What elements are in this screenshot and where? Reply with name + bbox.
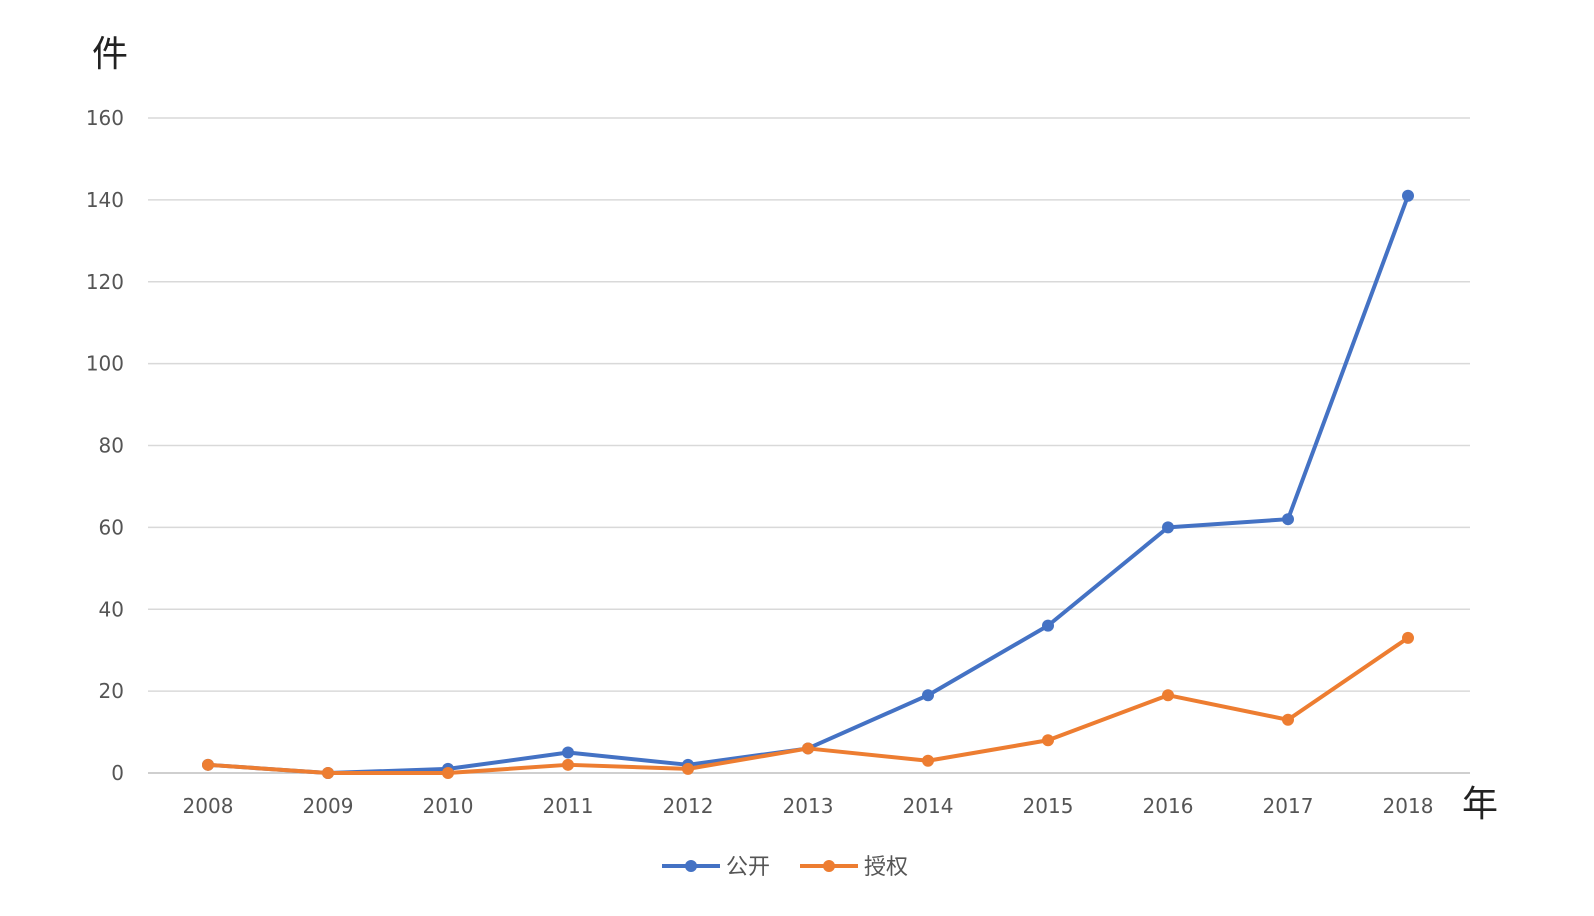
legend-marker-series-0: [685, 860, 697, 872]
x-tick-label: 2014: [903, 794, 954, 818]
data-point: [1162, 689, 1174, 702]
x-tick-label: 2015: [1023, 794, 1074, 818]
x-tick-label: 2008: [183, 794, 234, 818]
data-point: [322, 767, 334, 779]
legend-item-series-1: 授权: [800, 855, 908, 880]
data-point: [1402, 189, 1414, 202]
x-tick-label: 2018: [1383, 794, 1434, 818]
data-point: [922, 689, 934, 702]
x-tick-label: 2012: [663, 794, 714, 818]
y-tick-label: 140: [86, 188, 124, 212]
data-point: [922, 754, 934, 767]
data-point: [442, 767, 454, 779]
data-point: [562, 746, 574, 759]
data-point: [202, 758, 214, 771]
y-tick-label: 160: [86, 106, 124, 130]
data-point: [1282, 513, 1294, 526]
x-axis-unit-label: 年: [1462, 784, 1498, 825]
x-tick-label: 2016: [1143, 794, 1194, 818]
y-tick-labels: 0 20 40 60 80 100 120 140 160: [86, 106, 124, 785]
x-tick-label: 2009: [303, 794, 354, 818]
legend-item-series-0: 公开: [662, 855, 770, 880]
data-point: [1042, 619, 1054, 632]
y-tick-label: 0: [111, 761, 124, 785]
y-tick-label: 120: [86, 270, 124, 294]
series-lines: [202, 189, 1414, 779]
data-point: [1402, 631, 1414, 644]
x-tick-label: 2013: [783, 794, 834, 818]
y-tick-label: 80: [99, 434, 124, 458]
y-axis-unit-label: 件: [92, 34, 128, 75]
y-tick-label: 20: [99, 679, 124, 703]
data-point: [682, 762, 694, 775]
data-point: [562, 758, 574, 771]
grid-lines: [148, 117, 1470, 774]
x-tick-label: 2017: [1263, 794, 1314, 818]
x-tick-label: 2011: [543, 794, 594, 818]
legend-label-series-0: 公开: [726, 855, 770, 880]
data-point: [1042, 734, 1054, 747]
x-tick-label: 2010: [423, 794, 474, 818]
data-point: [1282, 713, 1294, 726]
data-point: [1162, 521, 1174, 534]
y-tick-label: 60: [99, 515, 124, 539]
series-1: [202, 631, 1414, 779]
legend: 公开 授权: [662, 855, 908, 880]
y-tick-label: 100: [86, 352, 124, 376]
data-point: [802, 742, 814, 755]
y-tick-label: 40: [99, 597, 124, 621]
x-tick-labels: 2008 2009 2010 2011 2012 2013 2014 2015 2016 2017…: [183, 794, 1434, 818]
legend-label-series-1: 授权: [864, 855, 908, 880]
legend-marker-series-1: [823, 860, 835, 872]
